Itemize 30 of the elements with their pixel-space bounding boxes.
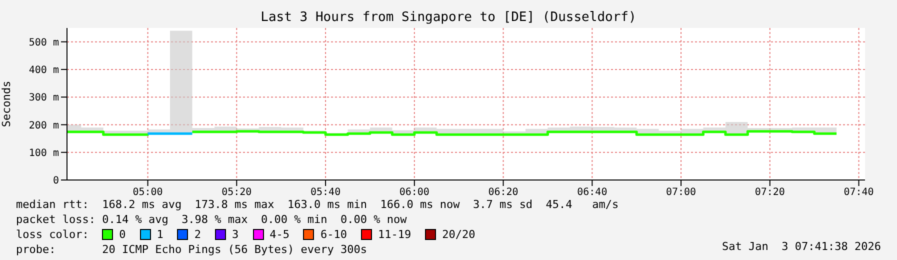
legend-label: 1 <box>156 227 164 242</box>
legend-label: 6-10 <box>320 227 347 242</box>
x-tick-label: 05:40 <box>310 187 341 198</box>
legend-label: 11-19 <box>378 227 412 242</box>
x-tick-label: 07:20 <box>754 187 785 198</box>
chart-title: Last 3 Hours from Singapore to [DE] (Dusseldorf) <box>260 10 638 25</box>
y-tick-label: 0 <box>52 176 59 187</box>
x-tick-label: 06:20 <box>488 187 518 198</box>
text: packet loss: 0.14 % avg 3.98 % max 0.00 % min 0.00 % now <box>16 212 408 227</box>
x-tick-label: 05:20 <box>222 187 252 198</box>
legend-label: 0 <box>119 227 126 242</box>
y-tick-label: 400 m <box>28 65 59 76</box>
y-tick-label: 100 m <box>28 148 59 159</box>
x-tick-label: 06:00 <box>399 187 430 198</box>
y-tick-label: 200 m <box>28 120 59 132</box>
text: Sat Jan 3 07:41:38 2026 <box>722 240 881 253</box>
y-tick-label: 500 m <box>28 37 59 48</box>
text: median rtt: 168.2 ms avg 173.8 ms max 163.0 ms min 166.0 ms now 3.7 ms sd 45.4 am/s <box>16 197 619 212</box>
text: probe: 20 ICMP Echo Pings (56 Bytes) every 300s <box>16 242 368 257</box>
legend-title: loss color: <box>16 227 90 242</box>
y-axis-title: Seconds <box>0 80 13 128</box>
x-tick-label: 06:40 <box>577 187 608 198</box>
x-tick-label: 07:40 <box>844 187 874 198</box>
y-tick-label: 300 m <box>28 92 59 104</box>
x-tick-label: 07:00 <box>666 187 696 198</box>
legend-label: 4-5 <box>270 227 290 242</box>
x-tick-label: 05:00 <box>132 187 163 198</box>
legend-label: 3 <box>232 227 239 242</box>
legend-label: 2 <box>194 227 201 242</box>
legend-label: 20/20 <box>442 227 476 242</box>
